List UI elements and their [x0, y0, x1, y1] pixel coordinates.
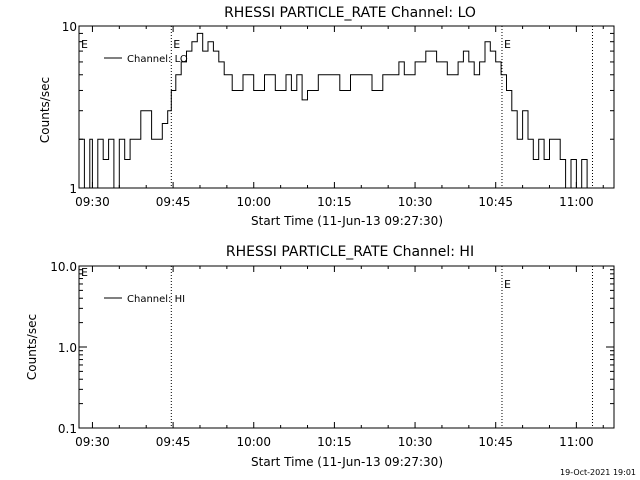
chart-panel-hi: RHESSI PARTICLE_RATE Channel: HI Counts/…: [25, 244, 615, 469]
x-axis-label: Start Time (11-Jun-13 09:27:30): [251, 455, 443, 469]
x-tick-label: 09:45: [156, 195, 191, 209]
plot-frame: [78, 25, 615, 189]
legend: Channel: HI: [104, 294, 185, 305]
y-tick-label: 1: [69, 182, 77, 196]
marker-layer: E: [170, 266, 593, 428]
x-tick-label: 09:30: [75, 195, 110, 209]
y-axis-label: Counts/sec: [38, 77, 52, 143]
x-tick-label: 09:45: [156, 435, 191, 449]
y-tick-label: 0.1: [58, 422, 77, 436]
chart-title: RHESSI PARTICLE_RATE Channel: LO: [224, 5, 476, 21]
series-line-lo: [79, 32, 588, 189]
y-tick-label: 10: [62, 20, 77, 34]
x-tick-label: 10:30: [398, 435, 433, 449]
legend: Channel: LO: [104, 54, 188, 65]
event-marker-label: E: [504, 278, 511, 291]
x-tick-label: 09:30: [75, 435, 110, 449]
legend-label: Channel: LO: [127, 54, 188, 65]
x-tick-label: 10:15: [317, 195, 352, 209]
chart-title: RHESSI PARTICLE_RATE Channel: HI: [226, 244, 474, 260]
legend-label: Channel: HI: [127, 294, 185, 305]
x-tick-label: 11:00: [559, 195, 594, 209]
chart-panel-lo: RHESSI PARTICLE_RATE Channel: LO Counts/…: [38, 5, 615, 228]
x-tick-label: 10:00: [236, 435, 271, 449]
tick-layer: 09:30 09:45 10:00 10:15 10:30 10:45 11:00 1 10: [62, 20, 614, 209]
y-tick-label: 1.0: [58, 341, 77, 355]
event-marker-label: E: [173, 38, 180, 51]
x-tick-label: 11:00: [559, 435, 594, 449]
x-tick-label: 10:45: [478, 435, 513, 449]
x-axis-label: Start Time (11-Jun-13 09:27:30): [251, 214, 443, 228]
event-marker-label: E: [504, 38, 511, 51]
x-tick-label: 10:30: [398, 195, 433, 209]
tick-layer: 09:30 09:45 10:00 10:15 10:30 10:45 11:00 0.1 1.…: [50, 260, 614, 449]
plot-frame: [78, 265, 615, 429]
edge-marker-label: E: [81, 266, 88, 279]
x-tick-label: 10:15: [317, 435, 352, 449]
y-tick-label: 10.0: [50, 260, 77, 274]
footer-timestamp: 19-Oct-2021 19:01: [560, 468, 636, 477]
y-axis-label: Counts/sec: [25, 314, 39, 380]
x-tick-label: 10:45: [478, 195, 513, 209]
x-tick-label: 10:00: [236, 195, 271, 209]
edge-marker-label: E: [81, 38, 88, 51]
